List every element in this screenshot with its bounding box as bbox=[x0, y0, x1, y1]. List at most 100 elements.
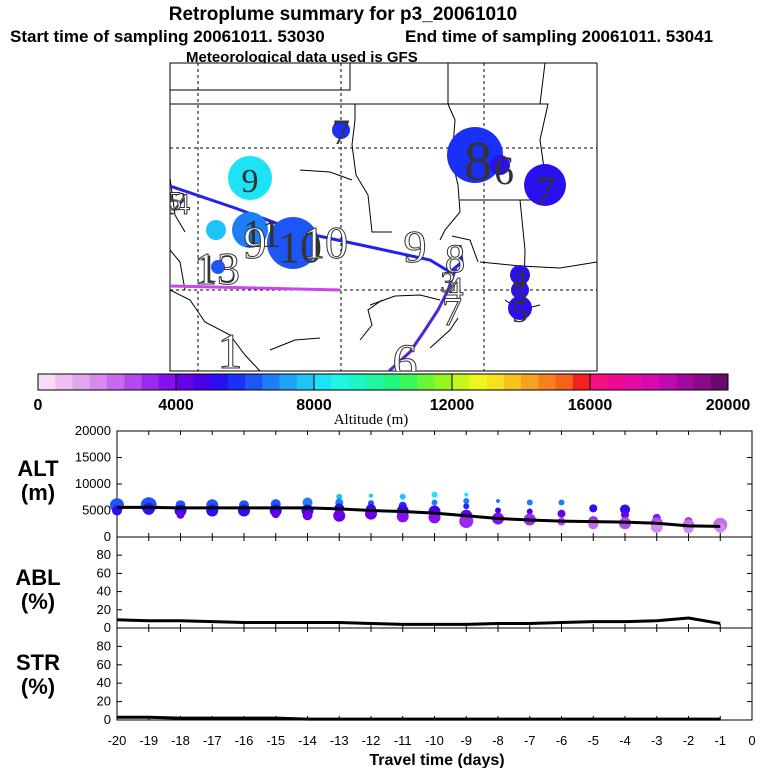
colorbar-swatch bbox=[452, 374, 470, 390]
abl-y-tick-label: 80 bbox=[97, 547, 111, 562]
colorbar-swatch bbox=[158, 374, 177, 390]
alt-point bbox=[495, 507, 501, 514]
track-west bbox=[170, 284, 341, 292]
subtitle-end: End time of sampling 20061011. 53041 bbox=[405, 27, 713, 46]
outline-label-2: 13 bbox=[194, 243, 240, 294]
alt-point bbox=[715, 522, 726, 533]
alt-point bbox=[558, 499, 565, 506]
x-tick-label: -6 bbox=[556, 733, 568, 748]
outline-label-1: 10 bbox=[302, 217, 348, 268]
colorbar-swatch bbox=[538, 374, 556, 390]
circle-label-7a: 7 bbox=[332, 112, 350, 152]
abl-series-line bbox=[116, 616, 721, 626]
colorbar-swatch bbox=[331, 374, 349, 390]
outline-label-0: 9 bbox=[244, 217, 267, 268]
alt-unit: (m) bbox=[21, 480, 55, 505]
time-series-panels: 0 5000 10000 15000 20000 0 20 40 60 80 0 20 40 60 80 -2… bbox=[75, 423, 756, 748]
colorbar-swatch bbox=[107, 374, 125, 390]
colorbar-swatch bbox=[659, 374, 677, 390]
alt-point bbox=[271, 510, 280, 519]
colorbar-tick-label: 0 bbox=[34, 397, 43, 414]
day-circle-7a bbox=[332, 121, 350, 139]
colorbar-swatch bbox=[434, 374, 453, 390]
x-tick-label: -12 bbox=[362, 733, 381, 748]
colorbar-label: Altitude (m) bbox=[334, 412, 409, 428]
x-tick-labels: -20 -19 -18 -17 -16 -15 -14 -13 -12 -11 -10 -9 -8 -7-… bbox=[108, 733, 756, 748]
figure-title: Retroplume summary for p3_20061010 bbox=[169, 4, 518, 25]
colorbar-tick-label: 12000 bbox=[430, 397, 475, 414]
colorbar-tick-label: 8000 bbox=[296, 397, 332, 414]
circle-label-4: 4 bbox=[513, 264, 527, 295]
circle-label-5a: 5 bbox=[513, 280, 527, 311]
str-y-tick-label: 20 bbox=[97, 694, 111, 709]
day-circle-6 bbox=[490, 155, 510, 175]
alt-point bbox=[369, 493, 373, 498]
colorbar-swatch bbox=[641, 374, 660, 390]
colorbar-swatch bbox=[176, 374, 194, 390]
colorbar-swatch bbox=[193, 374, 211, 390]
alt-y-tick-label: 0 bbox=[104, 529, 111, 544]
colorbar-swatch bbox=[124, 374, 142, 390]
alt-point bbox=[589, 504, 598, 513]
colorbar-swatch bbox=[693, 374, 712, 390]
colorbar-swatch bbox=[400, 374, 418, 390]
str-y-tick-label: 0 bbox=[104, 712, 111, 727]
alt-label: ALT bbox=[17, 456, 59, 481]
outline-label-7: 4 bbox=[447, 271, 464, 308]
str-unit: (%) bbox=[21, 674, 55, 699]
day-circle-5a bbox=[511, 281, 529, 299]
alt-point bbox=[333, 509, 346, 522]
x-tick-label: -8 bbox=[492, 733, 504, 748]
circle-labels: 9 10 11 12 13 7 8 6 7 4 5 5 bbox=[170, 112, 555, 329]
alt-point bbox=[621, 510, 629, 519]
alt-point bbox=[459, 514, 474, 529]
outline-label-4: 9 bbox=[404, 221, 427, 272]
colorbar-swatch bbox=[417, 374, 436, 390]
alt-y-tick-label: 20000 bbox=[75, 423, 111, 438]
alt-point bbox=[464, 492, 469, 497]
alt-point bbox=[463, 497, 470, 504]
alt-point bbox=[238, 504, 250, 517]
str-label: STR bbox=[16, 650, 60, 675]
alt-point bbox=[399, 493, 406, 500]
colorbar-swatch bbox=[210, 374, 229, 390]
map: 9 10 11 12 13 7 8 6 7 4 5 5 9 10 13 14 9… bbox=[169, 62, 598, 389]
day-circle-9 bbox=[228, 156, 272, 200]
x-tick-label: -13 bbox=[330, 733, 349, 748]
outline-label-9: 6 bbox=[393, 333, 418, 389]
alt-point bbox=[302, 510, 313, 521]
colorbar-swatch bbox=[89, 374, 108, 390]
x-tick-label: -1 bbox=[714, 733, 726, 748]
colorbar-swatch bbox=[141, 374, 160, 390]
alt-y-tick-label: 10000 bbox=[75, 476, 111, 491]
colorbar-swatch bbox=[245, 374, 263, 390]
abl-y-tick-label: 40 bbox=[97, 584, 111, 599]
colorbar-swatch bbox=[572, 374, 591, 390]
abl-y-tick-label: 0 bbox=[104, 620, 111, 635]
alt-point bbox=[396, 510, 409, 523]
colorbar-swatch bbox=[38, 374, 56, 390]
abl-y-tick-label: 60 bbox=[97, 565, 111, 580]
colorbar-tick-label: 20000 bbox=[706, 397, 751, 414]
colorbar-swatch bbox=[314, 374, 332, 390]
day-circle-12 bbox=[206, 220, 226, 240]
colorbar-swatch bbox=[486, 374, 505, 390]
colorbar-swatch bbox=[607, 374, 625, 390]
x-tick-label: -16 bbox=[235, 733, 254, 748]
x-tick-label: -2 bbox=[683, 733, 695, 748]
trajectory-tracks bbox=[170, 184, 464, 371]
abl-label: ABL bbox=[15, 565, 60, 590]
circle-label-9: 9 bbox=[242, 163, 259, 200]
colorbar-swatch bbox=[227, 374, 246, 390]
x-tick-label: -5 bbox=[587, 733, 599, 748]
colorbar-swatch bbox=[555, 374, 574, 390]
colorbar-swatch bbox=[365, 374, 384, 390]
outline-label-8: 7 bbox=[442, 289, 462, 334]
colorbar-swatch bbox=[590, 374, 608, 390]
colorbar-swatch bbox=[521, 374, 539, 390]
colorbar-swatch bbox=[72, 374, 91, 390]
outline-label-6: 3 bbox=[441, 266, 456, 299]
alt-series-line bbox=[117, 505, 721, 528]
circle-label-8: 8 bbox=[464, 131, 492, 193]
x-tick-label: -7 bbox=[524, 733, 536, 748]
